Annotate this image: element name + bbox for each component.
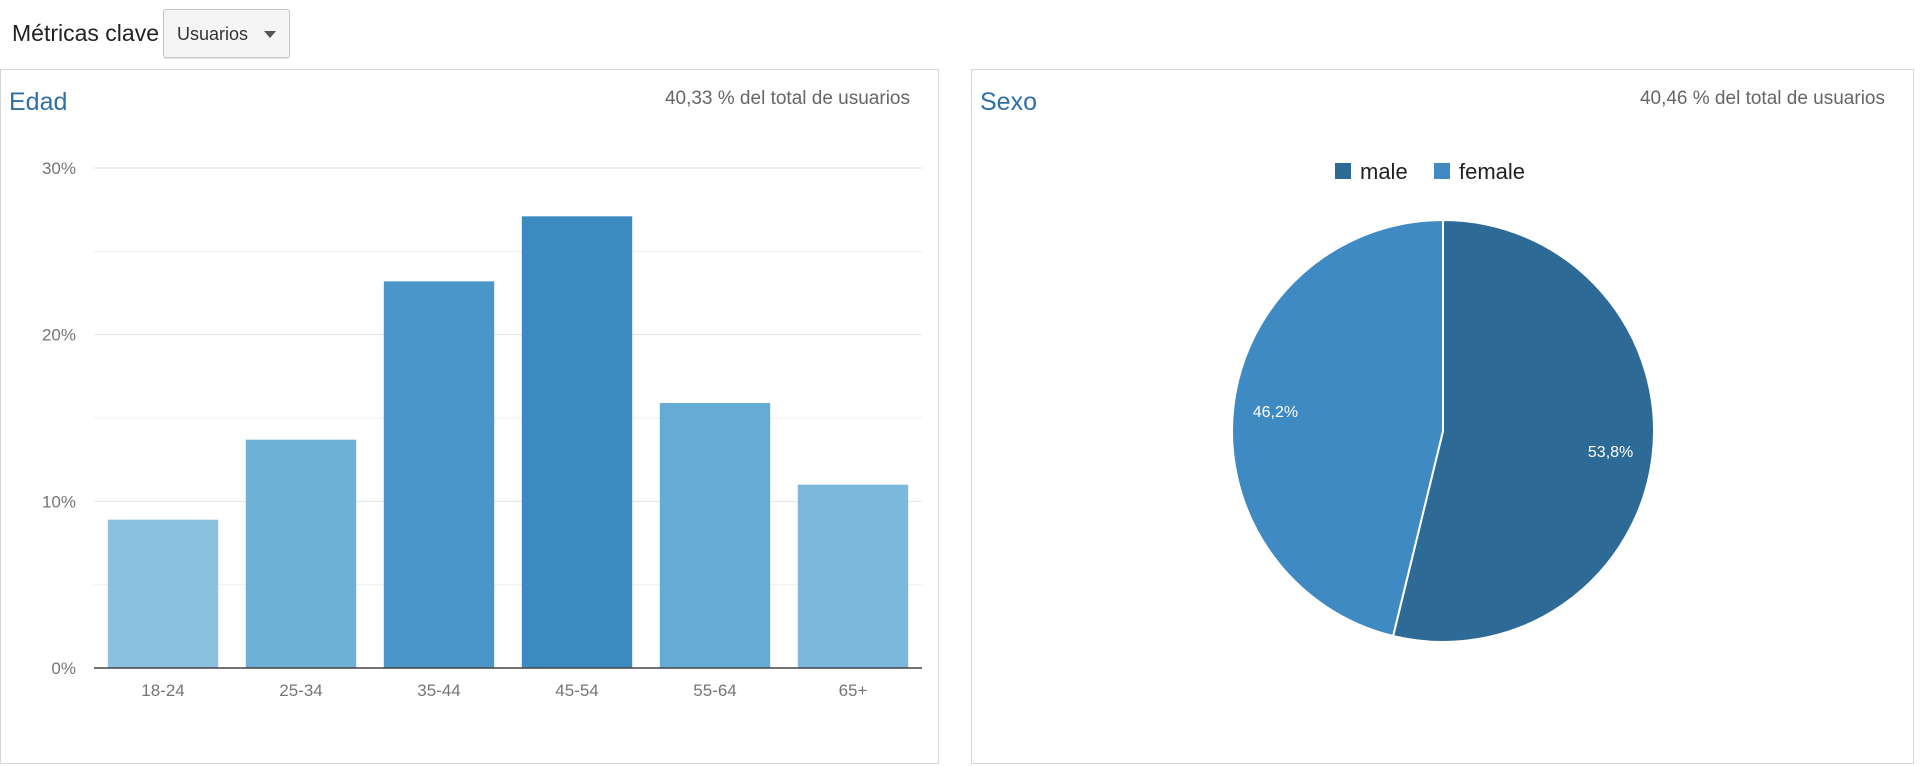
- x-tick-label: 65+: [839, 681, 868, 700]
- sex-panel: Sexo 40,46 % del total de usuarios male f…: [971, 69, 1914, 764]
- y-tick-label: 20%: [42, 326, 76, 345]
- pie-slice-label: 53,8%: [1588, 444, 1633, 461]
- sex-pie-chart: male female 53,8% 46,2%: [1231, 159, 1655, 643]
- age-panel-title[interactable]: Edad: [9, 88, 68, 116]
- legend-swatch-female: [1434, 163, 1450, 179]
- bar-55-64: [659, 403, 771, 668]
- age-panel-subtitle: 40,33 % del total de usuarios: [664, 88, 910, 109]
- y-tick-label: 10%: [42, 492, 76, 511]
- x-tick-label: 55-64: [693, 681, 736, 700]
- metric-select-value: Usuarios: [177, 24, 249, 44]
- sex-panel-title[interactable]: Sexo: [980, 88, 1037, 116]
- bar-18-24: [107, 519, 219, 668]
- pie-slice-male: [1392, 219, 1655, 643]
- y-tick-label: 30%: [42, 159, 76, 178]
- age-bar-chart: 0% 10% 20% 30% 18-24 25-34 35-44 45-54 55-64 65+: [42, 159, 922, 700]
- x-tick-label: 25-34: [279, 681, 322, 700]
- bar-35-44: [383, 281, 495, 668]
- metric-select-dropdown[interactable]: Usuarios: [163, 9, 290, 58]
- legend-label-male: male: [1360, 159, 1408, 184]
- pie-slice-label: 46,2%: [1253, 404, 1298, 421]
- x-tick-label: 45-54: [555, 681, 598, 700]
- bar-25-34: [245, 439, 357, 668]
- caret-down-icon: [264, 31, 276, 38]
- x-tick-label: 18-24: [141, 681, 184, 700]
- x-tick-label: 35-44: [417, 681, 460, 700]
- legend-swatch-male: [1335, 163, 1351, 179]
- legend-label-female: female: [1459, 159, 1525, 184]
- y-tick-label: 0%: [51, 659, 76, 678]
- bar-65+: [797, 484, 909, 668]
- sex-panel-subtitle: 40,46 % del total de usuarios: [1639, 88, 1885, 109]
- age-panel: Edad 40,33 % del total de usuarios 0% 10%…: [0, 69, 939, 764]
- bar-45-54: [521, 216, 633, 669]
- key-metrics-label: Métricas clave: [12, 20, 159, 46]
- pie-slice-female: [1231, 219, 1444, 638]
- toolbar: Métricas clave Usuarios: [0, 0, 1920, 68]
